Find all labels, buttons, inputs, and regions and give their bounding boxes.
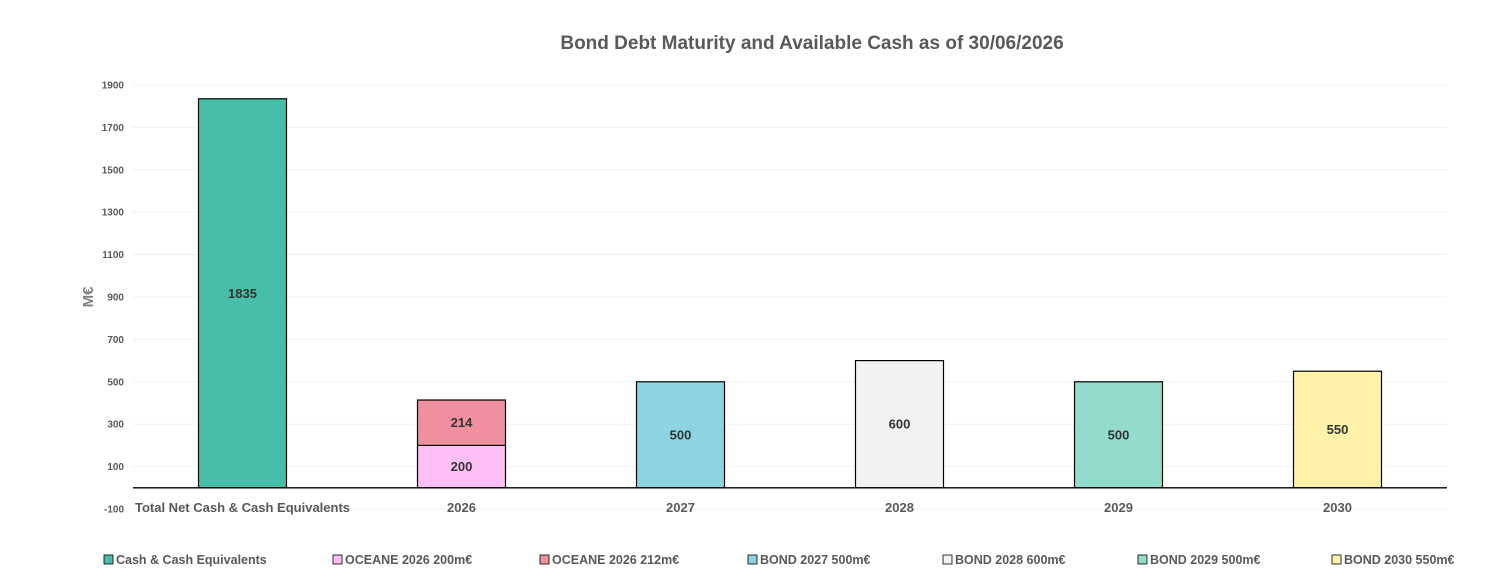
legend-label: OCEANE 2026 200m€ (345, 553, 472, 567)
legend-swatch (539, 554, 550, 565)
legend-label: BOND 2030 550m€ (1344, 553, 1455, 567)
legend-label: BOND 2028 600m€ (955, 553, 1066, 567)
y-tick-label: 500 (107, 377, 124, 388)
legend-swatch (1137, 554, 1148, 565)
bar-segment (1073, 381, 1164, 489)
legend-swatch (1331, 554, 1342, 565)
y-tick-label: 1700 (102, 123, 125, 134)
data-labels: 1835 200 214 500 600 500 550 (228, 286, 1348, 474)
bar-segment (197, 98, 288, 489)
y-tick-label: 900 (107, 293, 124, 304)
y-axis-ticks: -100 100 300 500 700 900 1100 1300 1500 1700 1900 (102, 81, 125, 516)
legend-swatch (747, 554, 758, 565)
x-tick-label: 2030 (1323, 500, 1352, 515)
y-axis-label: M€ (80, 286, 97, 307)
x-axis-ticks: Total Net Cash & Cash Equivalents 2026 202… (135, 500, 1352, 515)
data-label: 500 (1108, 427, 1130, 442)
x-tick-label: 2027 (666, 500, 695, 515)
legend-label: OCEANE 2026 212m€ (552, 553, 679, 567)
x-tick-label: 2026 (447, 500, 476, 515)
bar-segment (854, 360, 945, 489)
legend-swatch (942, 554, 953, 565)
x-tick-label: 2029 (1104, 500, 1133, 515)
y-tick-label: 300 (107, 420, 124, 431)
bar-segment (635, 381, 726, 489)
legend-swatch (332, 554, 343, 565)
x-tick-label: 2028 (885, 500, 914, 515)
data-label: 1835 (228, 286, 257, 301)
gridlines (133, 84, 1447, 510)
bars (197, 98, 1383, 489)
legend-label: BOND 2027 500m€ (760, 553, 871, 567)
y-tick-label: 100 (107, 462, 124, 473)
legend-label: Cash & Cash Equivalents (116, 553, 267, 567)
y-tick-label: 1900 (102, 81, 125, 92)
chart-title: Bond Debt Maturity and Available Cash as… (560, 33, 1063, 54)
legend-swatch (103, 554, 114, 565)
data-label: 550 (1327, 422, 1349, 437)
bar-segment (416, 444, 507, 489)
data-label: 500 (670, 427, 692, 442)
y-tick-label: -100 (104, 505, 124, 516)
bar-segment (1292, 370, 1383, 489)
y-tick-label: 700 (107, 335, 124, 346)
y-tick-label: 1500 (102, 165, 125, 176)
legend: Cash & Cash Equivalents OCEANE 2026 200m€… (103, 553, 1455, 567)
data-label: 200 (451, 459, 473, 474)
data-label: 600 (889, 417, 911, 432)
data-label: 214 (451, 415, 473, 430)
y-tick-label: 1100 (102, 250, 124, 261)
x-tick-label: Total Net Cash & Cash Equivalents (135, 500, 350, 515)
legend-label: BOND 2029 500m€ (1150, 553, 1261, 567)
bar-segment (416, 399, 507, 447)
y-tick-label: 1300 (102, 208, 125, 219)
